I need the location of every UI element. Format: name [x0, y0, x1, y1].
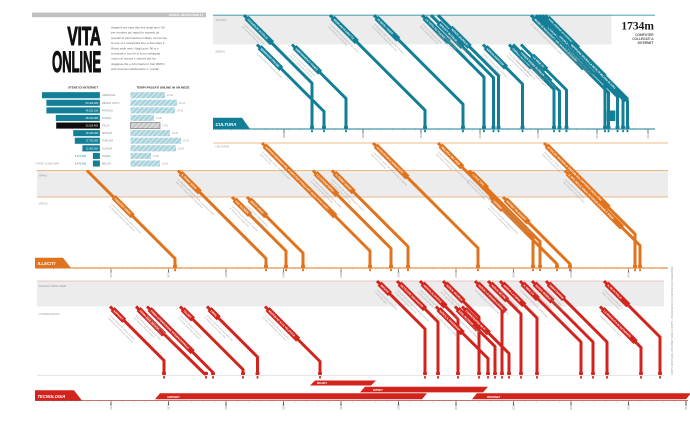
- svg-text:SVEZIA: SVEZIA: [102, 155, 111, 158]
- svg-text:per rendere più rapidi (e segr: per rendere più rapidi (e segreti) gli: [111, 31, 159, 35]
- svg-text:VITA: VITA: [67, 22, 101, 51]
- svg-text:21:00: 21:00: [156, 117, 163, 120]
- svg-text:32:10: 32:10: [183, 140, 190, 143]
- svg-text:viaggiare file e informazioni.: viaggiare file e informazioni. Dal 2005 …: [111, 62, 165, 66]
- svg-text:UTENTI DI INTERNET: UTENTI DI INTERNET: [68, 86, 99, 90]
- svg-text:CULTURA: CULTURA: [216, 122, 237, 127]
- svg-text:17.762.000: 17.762.000: [86, 140, 99, 143]
- svg-text:15:00: 15:00: [162, 163, 169, 166]
- svg-text:1990: 1990: [339, 403, 343, 409]
- svg-text:1985: 1985: [282, 403, 286, 409]
- svg-text:30.026.400: 30.026.400: [86, 125, 99, 128]
- svg-text:BELGIO: BELGIO: [102, 163, 111, 166]
- svg-text:1985: 1985: [282, 271, 286, 277]
- svg-text:18.430.000: 18.430.000: [86, 132, 99, 135]
- svg-text:5.271.000: 5.271.000: [75, 155, 87, 158]
- svg-text:ILLECITI: ILLECITI: [38, 261, 57, 266]
- svg-text:14:00: 14:00: [153, 155, 160, 158]
- svg-text:FONTE: COMSCORE: FONTE: COMSCORE: [36, 162, 60, 165]
- svg-text:29:15: 29:15: [172, 132, 179, 135]
- svg-text:5.470.000: 5.470.000: [75, 163, 87, 166]
- svg-text:1975: 1975: [167, 271, 171, 277]
- svg-text:ITALIA: ITALIA: [102, 125, 110, 128]
- svg-text:web diventa collaborativo e “s: web diventa collaborativo e “social”.: [111, 67, 160, 71]
- svg-text:2000: 2000: [454, 403, 458, 409]
- svg-text:2012: 2012: [646, 132, 650, 138]
- svg-text:1980: 1980: [224, 403, 228, 409]
- svg-text:46.331.100: 46.331.100: [86, 109, 99, 112]
- svg-text:BITNET: BITNET: [373, 388, 383, 392]
- svg-text:2000: 2000: [454, 271, 458, 277]
- svg-text:Arpanet era nata alla fine deg: Arpanet era nata alla fine degli anni '6…: [111, 26, 165, 30]
- svg-text:17:00: 17:00: [162, 125, 169, 128]
- svg-text:21:00: 21:00: [167, 94, 174, 97]
- svg-text:1995: 1995: [397, 403, 401, 409]
- svg-text:TURCHIA: TURCHIA: [102, 140, 113, 143]
- svg-text:2015: 2015: [627, 403, 631, 409]
- svg-text:cresciuta e con lei si sono sv: cresciuta e con lei si sono sviluppati: [111, 52, 160, 56]
- svg-text:2015: 2015: [627, 271, 631, 277]
- svg-text:la rete si è sviluppata fino a: la rete si è sviluppata fino a diventare…: [111, 41, 165, 45]
- svg-text:CONNESSIONI: CONNESSIONI: [39, 312, 60, 316]
- svg-text:1990: 1990: [361, 132, 365, 138]
- svg-text:TEMPI PASSATI ONLINE IN UN MES: TEMPI PASSATI ONLINE IN UN MESE: [136, 86, 189, 90]
- svg-text:TECNOLOGIA: TECNOLOGIA: [38, 394, 66, 399]
- svg-text:2005: 2005: [512, 271, 516, 277]
- svg-text:2005: 2005: [512, 403, 516, 409]
- svg-text:RUSSIA: RUSSIA: [102, 117, 112, 120]
- svg-text:OLANDA: OLANDA: [102, 147, 113, 150]
- svg-text:ARPANET: ARPANET: [167, 395, 180, 399]
- svg-text:WORLD WIDE WEB: WORLD WIDE WEB: [39, 284, 67, 288]
- svg-text:INTERNET: INTERNET: [638, 41, 654, 45]
- svg-text:REGNO UNITO: REGNO UNITO: [102, 102, 120, 105]
- svg-text:1980: 1980: [224, 271, 228, 277]
- svg-text:MOSAIC: MOSAIC: [379, 283, 389, 293]
- svg-text:2005: 2005: [536, 132, 540, 138]
- svg-text:1975: 1975: [167, 403, 171, 409]
- svg-text:SOCIAL: SOCIAL: [216, 18, 227, 22]
- svg-text:World wide web. Negli anni '90: World wide web. Negli anni '90 si è: [111, 46, 159, 50]
- svg-text:GERMANIA: GERMANIA: [102, 94, 116, 97]
- svg-text:2010: 2010: [569, 271, 573, 277]
- svg-text:25:00: 25:00: [178, 147, 185, 150]
- svg-text:1995: 1995: [397, 271, 401, 277]
- svg-text:1734m: 1734m: [621, 21, 654, 33]
- svg-text:COMPUTER: COMPUTER: [635, 33, 654, 37]
- svg-text:1970: 1970: [109, 403, 113, 409]
- svg-text:ONLINE: ONLINE: [52, 45, 101, 79]
- svg-text:38.310.000: 38.310.000: [86, 117, 99, 120]
- svg-text:COLLEGATI A: COLLEGATI A: [632, 37, 654, 41]
- svg-text:SPAM: SPAM: [39, 174, 48, 178]
- svg-text:23:14: 23:14: [179, 102, 186, 105]
- svg-text:50.429.000: 50.429.000: [86, 102, 99, 105]
- svg-text:EMAIL: EMAIL: [209, 309, 218, 318]
- svg-text:FONTI: WIKIPEDIA, INTERNET WOR: FONTI: WIKIPEDIA, INTERNET WORLD STATS -…: [671, 266, 674, 375]
- svg-text:2000: 2000: [478, 132, 482, 138]
- svg-text:1970: 1970: [109, 271, 113, 277]
- svg-text:SASSER: SASSER: [492, 199, 503, 210]
- svg-text:2020: 2020: [684, 403, 688, 409]
- svg-text:FRANCIA: FRANCIA: [102, 109, 113, 112]
- svg-text:INTERNET: INTERNET: [487, 395, 501, 399]
- svg-text:1995: 1995: [419, 132, 423, 138]
- svg-text:VIRUS: VIRUS: [39, 201, 48, 205]
- svg-text:12.060.300: 12.060.300: [86, 147, 99, 150]
- svg-text:DIGITAL REVOLUTION #1: DIGITAL REVOLUTION #1: [169, 13, 203, 17]
- svg-text:MEDIA: MEDIA: [216, 50, 226, 54]
- svg-text:1990: 1990: [339, 271, 343, 277]
- svg-text:scambi di informazioni militar: scambi di informazioni militari. Col tem…: [111, 36, 168, 40]
- svg-text:HACKING: HACKING: [216, 145, 230, 149]
- svg-text:1985: 1985: [282, 132, 286, 138]
- svg-text:2010: 2010: [569, 403, 573, 409]
- svg-text:24:15: 24:15: [177, 109, 184, 112]
- svg-text:SPAGNA: SPAGNA: [102, 132, 113, 135]
- svg-text:motori di ricerca e sistemi pe: motori di ricerca e sistemi per far: [111, 57, 156, 61]
- svg-text:MILNET: MILNET: [317, 381, 327, 385]
- svg-text:TELNET: TELNET: [182, 309, 192, 319]
- svg-text:2010: 2010: [595, 132, 599, 138]
